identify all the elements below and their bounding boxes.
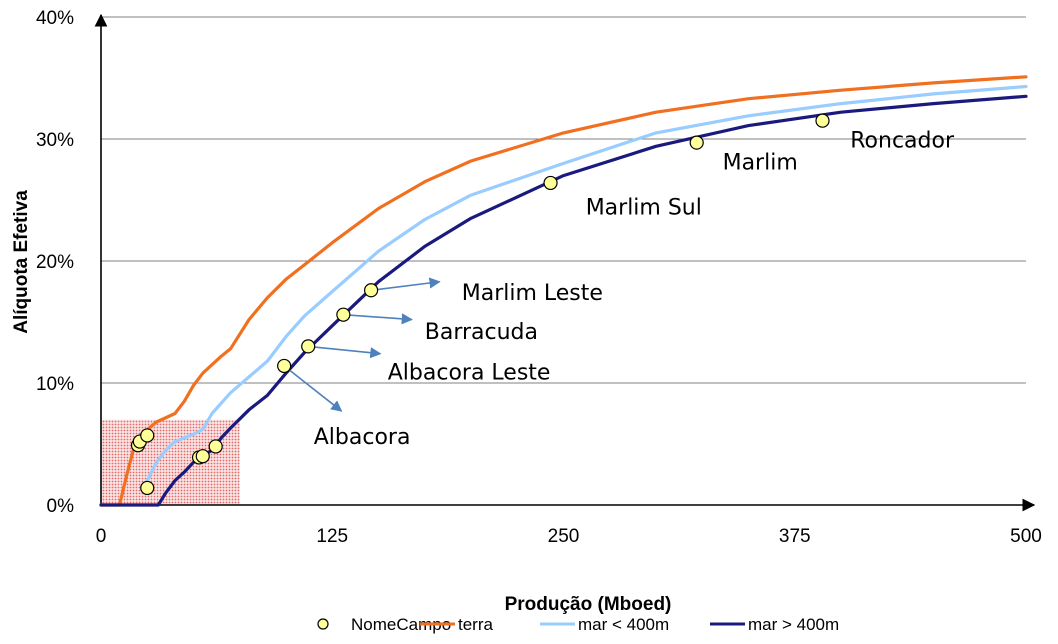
x-tick-label: 250 — [548, 526, 580, 547]
y-tick-label: 20% — [36, 252, 74, 273]
field-point — [140, 480, 155, 496]
field-point — [208, 439, 223, 454]
gridlines — [101, 16, 1026, 384]
field-point — [336, 307, 351, 322]
series-lines — [99, 75, 1028, 507]
tick-labels: 0 125 250 375 500 0% 10% 20% 30% 40% — [36, 8, 1042, 547]
y-tick-label: 40% — [36, 8, 74, 29]
annotation-label: Marlim Leste — [462, 281, 603, 306]
field-point — [543, 175, 558, 191]
annotation-label: Roncador — [850, 129, 955, 154]
field-point — [815, 113, 830, 128]
legend-label: terra — [458, 615, 494, 634]
x-tick-label: 375 — [779, 526, 811, 547]
legend-swatch-nomecampo — [317, 618, 329, 630]
field-point — [364, 283, 379, 298]
annotation-arrow — [343, 313, 413, 325]
annotation-label: Barracuda — [425, 320, 538, 345]
legend-label: mar < 400m — [578, 615, 669, 634]
x-axis-title: Produção (Mboed) — [505, 594, 672, 615]
annotation-arrow — [308, 345, 382, 359]
series-line-terra — [99, 75, 1028, 507]
annotation-label: Albacora Leste — [388, 360, 551, 385]
field-points — [130, 113, 830, 496]
annotation-label: Marlim Sul — [586, 196, 702, 221]
x-tick-label: 0 — [96, 526, 107, 547]
axes — [94, 13, 1036, 512]
y-axis-title: Alíquota Efetiva — [11, 190, 32, 334]
legend: NomeCampo terra mar < 400m mar > 400m — [317, 615, 839, 634]
annotation-arrow — [371, 277, 441, 292]
legend-label: NomeCampo — [351, 615, 451, 634]
field-point — [140, 428, 155, 443]
x-tick-label: 125 — [316, 526, 348, 547]
y-tick-label: 10% — [36, 374, 74, 395]
field-point — [277, 358, 292, 374]
y-tick-label: 0% — [47, 496, 75, 517]
field-point — [301, 339, 316, 354]
annotations: Albacora Albacora Leste Barracuda Marlim Le… — [314, 129, 955, 450]
y-tick-label: 30% — [36, 130, 74, 151]
field-point — [195, 449, 210, 464]
annotation-label: Albacora — [314, 425, 411, 450]
series-line-mar-400m — [99, 94, 1028, 507]
series-line-mar-400m — [145, 84, 1028, 483]
annotation-label: Marlim — [723, 151, 798, 176]
x-tick-label: 500 — [1010, 526, 1042, 547]
annotation-arrow — [283, 365, 343, 412]
annotation-arrows — [283, 277, 441, 412]
field-point — [689, 135, 704, 150]
legend-label: mar > 400m — [748, 615, 839, 634]
